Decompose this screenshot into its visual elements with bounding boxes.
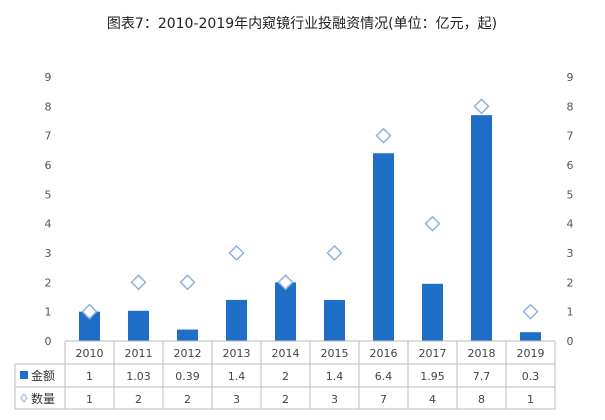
x-tick-label: 2011 <box>125 347 153 360</box>
table-cell-amount: 2 <box>282 370 289 383</box>
y-tick-label: 7 <box>45 130 52 143</box>
marker-2012 <box>179 274 196 291</box>
bar-2012 <box>177 329 198 341</box>
legend-swatch-count <box>20 393 28 403</box>
table-cell-count: 1 <box>86 393 93 406</box>
table-cell-amount: 0.3 <box>522 370 540 383</box>
marker-2011 <box>130 274 147 291</box>
x-tick-label: 2018 <box>468 347 496 360</box>
table-cell-count: 7 <box>380 393 387 406</box>
x-tick-label: 2013 <box>223 347 251 360</box>
marker-2016 <box>375 127 392 144</box>
y2-tick-label: 1 <box>567 306 574 319</box>
y2-tick-label: 8 <box>567 100 574 113</box>
table-cell-count: 3 <box>233 393 240 406</box>
table-cell-amount: 1 <box>86 370 93 383</box>
bar-2017 <box>422 283 443 341</box>
marker-2018 <box>473 98 490 115</box>
y-tick-label: 5 <box>45 188 52 201</box>
bar-2016 <box>373 153 394 341</box>
bar-2013 <box>226 299 247 341</box>
y-tick-label: 8 <box>45 100 52 113</box>
marker-2019 <box>522 303 539 320</box>
table-cell-amount: 1.4 <box>228 370 246 383</box>
x-tick-label: 2017 <box>419 347 447 360</box>
marker-2015 <box>326 244 343 262</box>
table-cell-count: 8 <box>478 393 485 406</box>
table-cell-amount: 1.03 <box>126 370 151 383</box>
x-tick-label: 2010 <box>76 347 104 360</box>
x-tick-label: 2014 <box>272 347 300 360</box>
y-tick-label: 1 <box>45 306 52 319</box>
table-cell-count: 3 <box>331 393 338 406</box>
table-cell-amount: 1.4 <box>326 370 344 383</box>
x-tick-label: 2016 <box>370 347 398 360</box>
y-tick-label: 2 <box>45 276 52 289</box>
y2-tick-label: 4 <box>567 218 574 231</box>
y2-tick-label: 9 <box>567 71 574 84</box>
y2-tick-label: 3 <box>567 247 574 260</box>
x-tick-label: 2012 <box>174 347 202 360</box>
table-cell-count: 2 <box>135 393 142 406</box>
y2-tick-label: 2 <box>567 276 574 289</box>
table-cell-count: 2 <box>184 393 191 406</box>
chart-title: 图表7：2010-2019年内窥镜行业投融资情况(单位：亿元，起) <box>107 15 497 32</box>
table-cell-count: 4 <box>429 393 436 406</box>
y2-tick-label: 0 <box>567 335 574 348</box>
bar-2011 <box>128 310 149 341</box>
table-cell-amount: 0.39 <box>175 370 200 383</box>
bar-2014 <box>275 282 296 341</box>
y-tick-label: 4 <box>45 218 52 231</box>
table-cell-amount: 6.4 <box>375 370 393 383</box>
table-cell-count: 1 <box>527 393 534 406</box>
y-tick-label: 0 <box>45 335 52 348</box>
y2-tick-label: 7 <box>567 130 574 143</box>
x-tick-label: 2015 <box>321 347 349 360</box>
bar-2015 <box>324 299 345 341</box>
table-cell-count: 2 <box>282 393 289 406</box>
marker-2013 <box>228 244 245 262</box>
bar-2018 <box>471 115 492 341</box>
marker-2017 <box>424 215 441 232</box>
y2-tick-label: 6 <box>567 159 574 172</box>
y-tick-label: 9 <box>45 71 52 84</box>
y-tick-label: 6 <box>45 159 52 172</box>
x-tick-label: 2019 <box>517 347 545 360</box>
marker-2014 <box>277 274 294 291</box>
bar-2019 <box>520 332 541 341</box>
y-tick-label: 3 <box>45 247 52 260</box>
bar-2010 <box>79 311 100 341</box>
y2-tick-label: 5 <box>567 188 574 201</box>
marker-2010 <box>81 303 98 320</box>
legend-label-count: 数量 <box>31 391 55 406</box>
table-cell-amount: 7.7 <box>473 370 491 383</box>
legend-swatch-amount <box>20 371 28 379</box>
legend-label-amount: 金额 <box>31 368 55 383</box>
table-cell-amount: 1.95 <box>420 370 445 383</box>
